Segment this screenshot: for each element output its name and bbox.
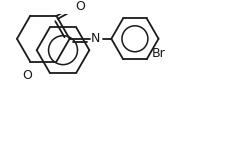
Text: O: O (22, 69, 32, 82)
Text: O: O (75, 0, 85, 13)
Text: N: N (91, 32, 101, 45)
Text: Br: Br (152, 47, 165, 60)
